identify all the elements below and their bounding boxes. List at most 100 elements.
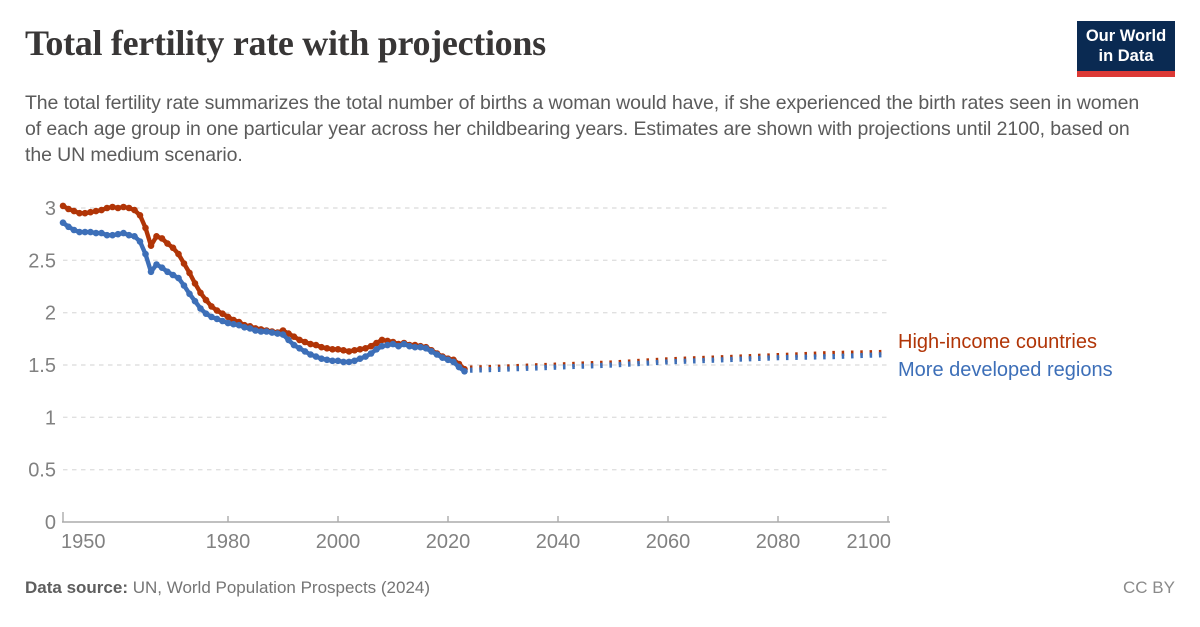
series-point-1 bbox=[114, 230, 122, 238]
series-point-1 bbox=[417, 343, 424, 351]
series-point-1 bbox=[362, 353, 369, 360]
x-tick-label: 2000 bbox=[316, 531, 361, 553]
series-point-1 bbox=[422, 345, 430, 352]
series-point-0 bbox=[312, 341, 320, 349]
series-point-1 bbox=[191, 297, 199, 305]
series-point-0 bbox=[59, 202, 67, 210]
series-point-0 bbox=[334, 346, 342, 353]
series-point-0 bbox=[318, 343, 325, 351]
series-point-1 bbox=[252, 327, 259, 334]
series-point-1 bbox=[428, 348, 435, 355]
series-point-1 bbox=[290, 341, 298, 349]
series-point-0 bbox=[164, 240, 171, 247]
series-point-1 bbox=[384, 341, 391, 349]
series-point-1 bbox=[351, 357, 358, 365]
series-point-0 bbox=[131, 206, 138, 214]
series-point-1 bbox=[213, 315, 221, 323]
series-point-1 bbox=[279, 331, 287, 338]
series-point-0 bbox=[103, 204, 111, 212]
series-point-1 bbox=[224, 319, 232, 327]
series-point-1 bbox=[164, 268, 171, 276]
series-point-0 bbox=[356, 346, 364, 353]
legend-more-developed: More developed regions bbox=[898, 359, 1113, 381]
series-point-0 bbox=[329, 346, 336, 353]
series-point-0 bbox=[285, 330, 292, 337]
x-tick-label: 1950 bbox=[61, 531, 106, 553]
series-point-0 bbox=[158, 235, 166, 242]
series-point-1 bbox=[455, 363, 463, 371]
series-point-0 bbox=[92, 207, 100, 215]
series-point-0 bbox=[169, 244, 177, 252]
series-point-0 bbox=[213, 307, 221, 314]
series-point-1 bbox=[367, 350, 375, 357]
series-point-0 bbox=[197, 289, 204, 297]
series-point-0 bbox=[125, 204, 133, 212]
owid-logo: Our World in Data bbox=[1077, 21, 1175, 77]
series-point-1 bbox=[136, 238, 144, 245]
series-point-0 bbox=[114, 204, 122, 212]
series-point-1 bbox=[92, 229, 100, 237]
series-point-1 bbox=[142, 250, 149, 258]
series-point-1 bbox=[389, 340, 397, 348]
series-point-1 bbox=[378, 342, 386, 350]
series-point-1 bbox=[400, 340, 408, 348]
series-point-0 bbox=[70, 207, 78, 215]
y-tick-label: 2 bbox=[45, 303, 56, 325]
series-point-1 bbox=[131, 233, 138, 240]
chart-subtitle: The total fertility rate summarizes the … bbox=[25, 92, 1140, 166]
series-point-0 bbox=[180, 260, 188, 267]
series-point-1 bbox=[450, 358, 457, 366]
legend-high-income: High-income countries bbox=[898, 331, 1097, 353]
series-point-1 bbox=[257, 328, 265, 335]
chart-footer: Data source: UN, World Population Prospe… bbox=[25, 578, 1175, 598]
series-point-1 bbox=[76, 228, 83, 236]
series-point-0 bbox=[202, 296, 210, 304]
series-point-0 bbox=[76, 209, 83, 217]
series-point-1 bbox=[208, 313, 215, 321]
data-source-label: Data source: bbox=[25, 578, 128, 597]
series-point-0 bbox=[301, 338, 309, 346]
x-tick-label: 1980 bbox=[206, 531, 251, 553]
page-title: Total fertility rate with projections bbox=[25, 23, 546, 63]
data-source-text: UN, World Population Prospects (2024) bbox=[127, 578, 431, 597]
series-point-1 bbox=[158, 264, 166, 272]
series-point-0 bbox=[120, 203, 127, 211]
series-point-0 bbox=[87, 208, 94, 216]
series-point-1 bbox=[263, 328, 270, 335]
series-point-0 bbox=[136, 212, 144, 219]
license-badge[interactable]: CC BY bbox=[1123, 578, 1175, 597]
x-tick-label: 2100 bbox=[847, 531, 892, 553]
series-point-1 bbox=[65, 223, 72, 231]
series-projection-3 bbox=[469, 351, 889, 373]
series-point-1 bbox=[318, 355, 325, 363]
series-point-1 bbox=[70, 226, 78, 234]
series-point-1 bbox=[246, 325, 254, 332]
series-point-1 bbox=[87, 228, 94, 236]
series-point-0 bbox=[147, 242, 155, 249]
series-point-0 bbox=[109, 203, 116, 211]
series-point-0 bbox=[351, 347, 358, 354]
y-tick-label: 0 bbox=[45, 512, 56, 534]
series-point-1 bbox=[98, 229, 105, 237]
series-point-1 bbox=[461, 368, 468, 375]
series-projection-2 bbox=[469, 349, 889, 371]
series-point-1 bbox=[109, 231, 116, 239]
series-point-1 bbox=[81, 228, 89, 236]
series-point-0 bbox=[219, 310, 226, 318]
series-point-0 bbox=[224, 313, 232, 321]
series-point-0 bbox=[307, 340, 314, 348]
series-point-0 bbox=[367, 342, 375, 350]
series-point-0 bbox=[296, 336, 303, 344]
y-tick-label: 1.5 bbox=[28, 355, 56, 377]
series-point-1 bbox=[444, 356, 452, 364]
series-point-0 bbox=[81, 209, 89, 217]
series-point-0 bbox=[345, 348, 353, 355]
x-tick-label: 2040 bbox=[536, 531, 581, 553]
series-point-1 bbox=[268, 329, 276, 336]
series-point-1 bbox=[147, 268, 155, 276]
series-point-1 bbox=[59, 219, 67, 226]
y-tick-label: 1 bbox=[45, 407, 56, 429]
series-point-1 bbox=[235, 321, 243, 329]
series-point-1 bbox=[307, 351, 314, 358]
